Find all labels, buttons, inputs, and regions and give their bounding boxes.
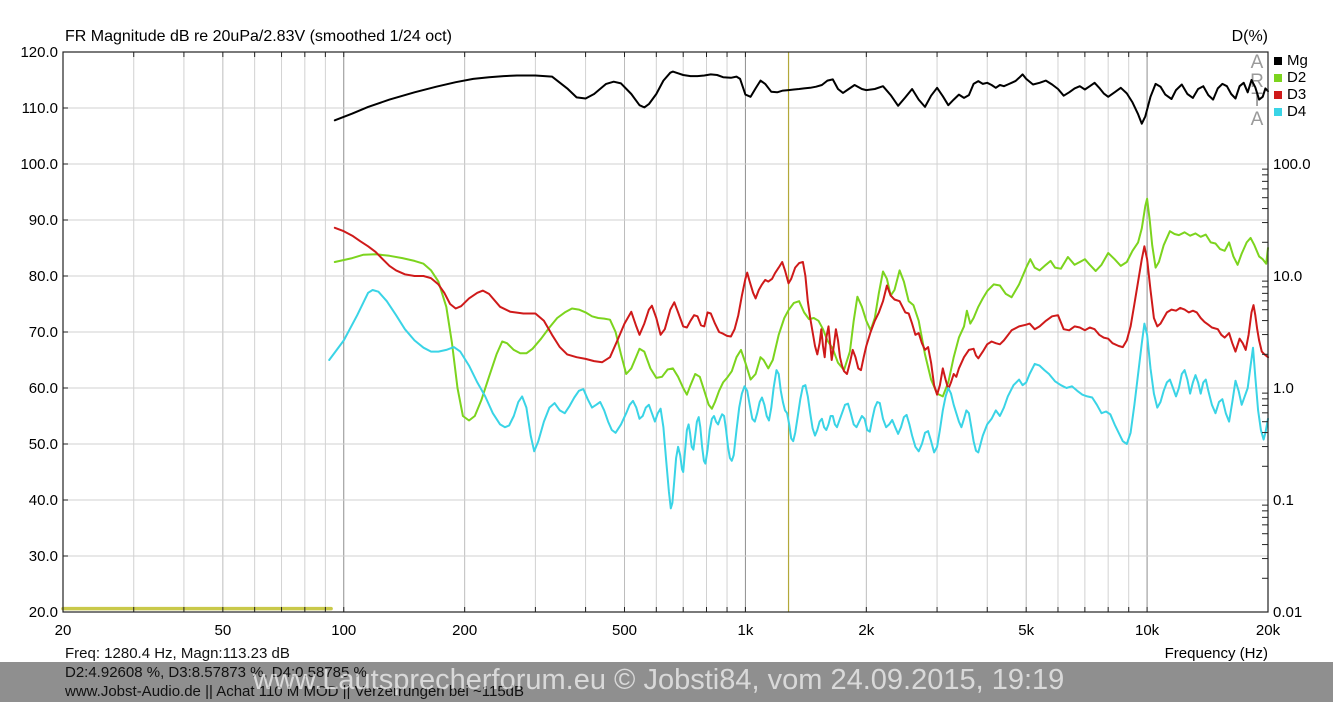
right-axis-tick-label: 1.0 xyxy=(1273,380,1294,397)
chart-title: FR Magnitude dB re 20uPa/2.83V (smoothed… xyxy=(65,28,452,45)
right-axis-title: D(%) xyxy=(1231,28,1268,45)
x-axis-tick-label: 1k xyxy=(737,622,753,639)
x-axis-tick-label: 100 xyxy=(331,622,356,639)
x-axis-tick-label: 2k xyxy=(858,622,874,639)
cursor-readout-line: Freq: 1280.4 Hz, Magn:113.23 dB xyxy=(65,645,290,662)
legend-item-mg: Mg xyxy=(1274,53,1308,69)
x-axis-tick-label: 200 xyxy=(452,622,477,639)
brand-watermark-letter: A xyxy=(1251,52,1264,73)
series-D3 xyxy=(333,226,1269,396)
brand-watermark-letter: T xyxy=(1251,90,1263,111)
measurement-info-line: www.Jobst-Audio.de || Achat 110 M MOD ||… xyxy=(65,683,525,700)
right-axis-tick-label: 0.1 xyxy=(1273,492,1294,509)
right-axis-tick-label: 0.01 xyxy=(1273,604,1302,621)
series-Mg xyxy=(333,70,1269,125)
left-axis-tick-label: 40.0 xyxy=(29,492,58,509)
x-axis-title: Frequency (Hz) xyxy=(1164,645,1268,662)
left-axis-tick-label: 50.0 xyxy=(29,436,58,453)
d2-swatch-icon xyxy=(1274,74,1282,82)
x-axis-tick-label: 20k xyxy=(1256,622,1281,639)
right-axis-tick-label: 10.0 xyxy=(1273,268,1302,285)
d3-swatch-icon xyxy=(1274,91,1282,99)
legend-label-d2: D2 xyxy=(1287,69,1307,86)
x-axis-tick-label: 500 xyxy=(612,622,637,639)
d4-swatch-icon xyxy=(1274,108,1282,116)
left-axis-tick-label: 120.0 xyxy=(20,44,58,61)
distortion-readout-line: D2:4.92608 %, D3:8.57873 %, D4:0.58785 % xyxy=(65,664,367,681)
left-axis-tick-label: 110.0 xyxy=(22,100,58,117)
left-axis-tick-label: 30.0 xyxy=(29,548,58,565)
series-D2 xyxy=(333,197,1269,422)
left-axis-tick-label: 80.0 xyxy=(29,268,58,285)
series-D4 xyxy=(328,289,1269,510)
x-axis-tick-label: 50 xyxy=(214,622,231,639)
watermark-band xyxy=(0,662,1333,702)
left-axis-tick-label: 90.0 xyxy=(29,212,58,229)
legend-item-d2: D2 xyxy=(1274,70,1306,86)
left-axis-tick-label: 60.0 xyxy=(29,380,58,397)
left-axis-tick-label: 20.0 xyxy=(29,604,58,621)
mg-swatch-icon xyxy=(1274,57,1282,65)
x-axis-tick-label: 20 xyxy=(55,622,72,639)
x-axis-tick-label: 5k xyxy=(1018,622,1034,639)
right-axis-tick-label: 100.0 xyxy=(1273,156,1311,173)
legend-label-d4: D4 xyxy=(1287,103,1307,120)
x-axis-tick-label: 10k xyxy=(1135,622,1160,639)
forum-watermark-text: www.Lautsprecherforum.eu © Jobsti84, vom… xyxy=(253,664,1065,696)
legend-label-d3: D3 xyxy=(1287,86,1307,103)
legend-item-d3: D3 xyxy=(1274,87,1306,103)
left-axis-tick-label: 100.0 xyxy=(20,156,58,173)
legend-item-d4: D4 xyxy=(1274,104,1306,120)
brand-watermark-letter: A xyxy=(1251,109,1264,130)
legend-label-mg: Mg xyxy=(1287,52,1308,69)
brand-watermark-letter: R xyxy=(1250,71,1264,92)
left-axis-tick-label: 70.0 xyxy=(29,324,58,341)
